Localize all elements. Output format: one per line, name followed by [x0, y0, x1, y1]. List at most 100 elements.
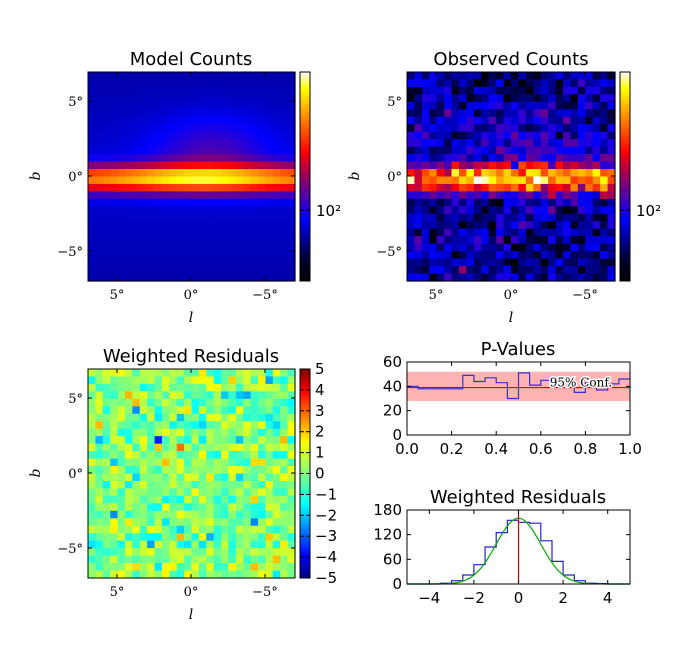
heatmap-cell [88, 443, 96, 452]
heatmap-cell [421, 228, 430, 237]
heatmap-cell [414, 183, 423, 193]
heatmap-cell [95, 79, 104, 88]
heatmap-cell [555, 124, 564, 133]
heatmap-cell [139, 131, 148, 140]
heatmap-cell [198, 503, 207, 512]
heatmap-cell [243, 131, 252, 140]
heatmap-cell [280, 273, 289, 282]
heatmap-cell [272, 458, 281, 467]
heatmap-cell [258, 421, 267, 430]
heatmap-cell [473, 131, 482, 140]
heatmap-cell [607, 131, 616, 140]
heatmap-cell [95, 221, 104, 230]
heatmap-cell [176, 376, 185, 385]
heatmap-cell [102, 198, 111, 207]
heatmap-cell [555, 79, 564, 88]
heatmap-cell [147, 540, 156, 549]
heatmap-cell [132, 383, 141, 392]
heatmap-cell [102, 570, 111, 579]
heatmap-cell [525, 94, 534, 103]
heatmap-cell [95, 266, 104, 275]
heatmap-cell [421, 191, 430, 200]
heatmap-cell [414, 266, 423, 275]
heatmap-cell [213, 86, 222, 95]
y-tick-label: 0 [392, 575, 402, 593]
heatmap-cell [184, 213, 193, 222]
heatmap-cell [147, 109, 156, 118]
heatmap-cell [198, 413, 207, 422]
heatmap-cell [287, 525, 296, 534]
heatmap-cell [198, 183, 207, 193]
heatmap-cell [258, 79, 267, 88]
heatmap-cell [169, 116, 178, 125]
heatmap-cell [88, 183, 96, 193]
heatmap-cell [265, 79, 274, 88]
heatmap-cell [139, 451, 148, 460]
heatmap-cell [272, 555, 281, 564]
heatmap-cell [213, 548, 222, 557]
heatmap-cell [511, 258, 520, 267]
observed-ylabel: b [347, 171, 363, 180]
model-xtick: 0° [184, 288, 199, 303]
heatmap-cell [429, 124, 438, 133]
heatmap-cell [459, 221, 468, 230]
heatmap-cell [466, 176, 475, 185]
heatmap-cell [213, 266, 222, 275]
heatmap-cell [184, 72, 193, 81]
heatmap-cell [235, 146, 244, 155]
heatmap-cell [451, 124, 460, 133]
heatmap-cell [481, 94, 490, 103]
heatmap-cell [132, 436, 141, 445]
heatmap-cell [265, 251, 274, 260]
heatmap-cell [570, 273, 579, 282]
heatmap-cell [124, 548, 133, 557]
heatmap-cell [265, 266, 274, 275]
heatmap-cell [139, 94, 148, 103]
heatmap-cell [272, 266, 281, 275]
heatmap-cell [139, 458, 148, 467]
heatmap-cell [488, 72, 497, 81]
heatmap-cell [221, 191, 230, 200]
heatmap-cell [184, 398, 193, 407]
heatmap-cell [280, 116, 289, 125]
heatmap-cell [235, 391, 244, 400]
heatmap-cell [607, 124, 616, 133]
heatmap-cell [139, 369, 148, 378]
heatmap-cell [407, 161, 416, 170]
x-tick-label: −4 [418, 589, 440, 607]
heatmap-cell [459, 86, 468, 95]
heatmap-cell [488, 94, 497, 103]
heatmap-cell [600, 206, 609, 215]
heatmap-cell [161, 213, 170, 222]
heatmap-cell [206, 383, 215, 392]
heatmap-cell [191, 206, 200, 215]
heatmap-cell [265, 398, 274, 407]
heatmap-cell [466, 213, 475, 222]
heatmap-cell [132, 466, 141, 475]
heatmap-cell [176, 266, 185, 275]
heatmap-cell [287, 228, 296, 237]
heatmap-cell [585, 146, 594, 155]
heatmap-cell [176, 109, 185, 118]
heatmap-cell [147, 94, 156, 103]
heatmap-cell [548, 86, 557, 95]
heatmap-cell [184, 273, 193, 282]
heatmap-cell [110, 72, 119, 81]
heatmap-cell [533, 154, 542, 163]
heatmap-cell [198, 398, 207, 407]
heatmap-cell [466, 206, 475, 215]
heatmap-cell [407, 176, 416, 185]
heatmap-cell [607, 146, 616, 155]
heatmap-cell [258, 436, 267, 445]
heatmap-cell [139, 488, 148, 497]
heatmap-cell [466, 139, 475, 148]
heatmap-cell [235, 473, 244, 482]
heatmap-cell [95, 116, 104, 125]
heatmap-cell [570, 116, 579, 125]
heatmap-cell [488, 124, 497, 133]
heatmap-cell [540, 198, 549, 207]
heatmap-cell [585, 109, 594, 118]
heatmap-cell [280, 176, 289, 185]
heatmap-cell [206, 228, 215, 237]
heatmap-cell [235, 510, 244, 519]
